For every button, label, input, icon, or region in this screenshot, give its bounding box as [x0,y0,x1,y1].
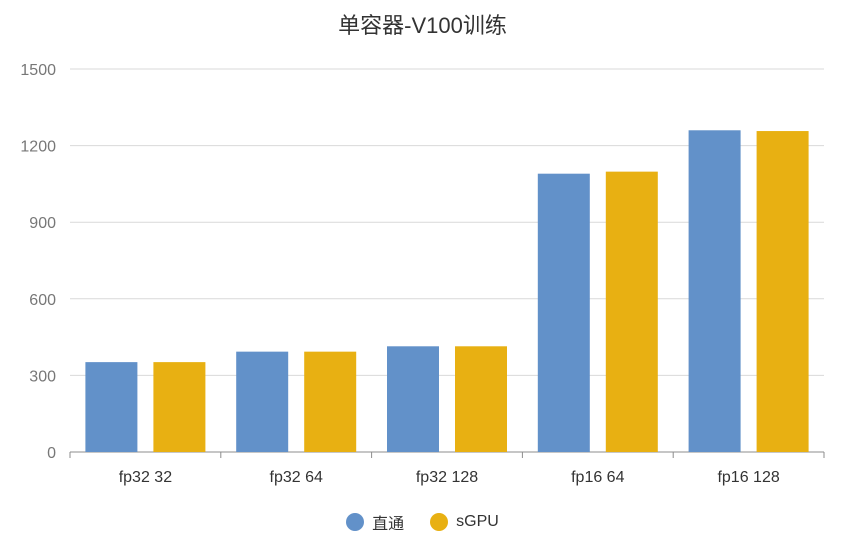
legend-item-series-1[interactable]: 直通 [346,510,404,534]
x-tick-label: fp32 128 [416,469,478,486]
y-tick-label: 600 [29,292,56,309]
x-tick-label: fp16 128 [717,469,779,486]
y-tick-label: 0 [47,445,56,462]
bar-series-1 [236,351,289,452]
bar-series-2 [756,131,809,452]
x-tick-label: fp32 64 [270,469,323,486]
y-tick-label: 900 [29,215,56,232]
chart-title: 单容器-V100训练 [338,13,507,38]
x-tick-label: fp32 32 [119,469,172,486]
bar-series-2 [153,362,206,452]
bar-series-2 [455,346,507,452]
legend-item-series-2[interactable]: sGPU [430,513,499,531]
bar-series-2 [304,351,357,452]
x-tick-label: fp16 64 [571,469,624,486]
bar-series-1 [387,346,439,452]
legend[interactable]: 直通 sGPU [0,510,845,534]
legend-swatch-series-2 [430,513,449,531]
bar-series-2 [605,171,658,453]
bar-series-1 [537,173,590,453]
y-tick-label: 300 [29,368,56,385]
bar-series-1 [85,362,138,452]
bar-series-1 [688,130,741,452]
y-tick-label: 1500 [20,62,56,79]
legend-label-series-1: 直通 [372,516,405,533]
legend-label-series-2: sGPU [456,513,499,530]
y-tick-label: 1200 [20,139,56,156]
legend-swatch-series-1 [346,513,365,531]
